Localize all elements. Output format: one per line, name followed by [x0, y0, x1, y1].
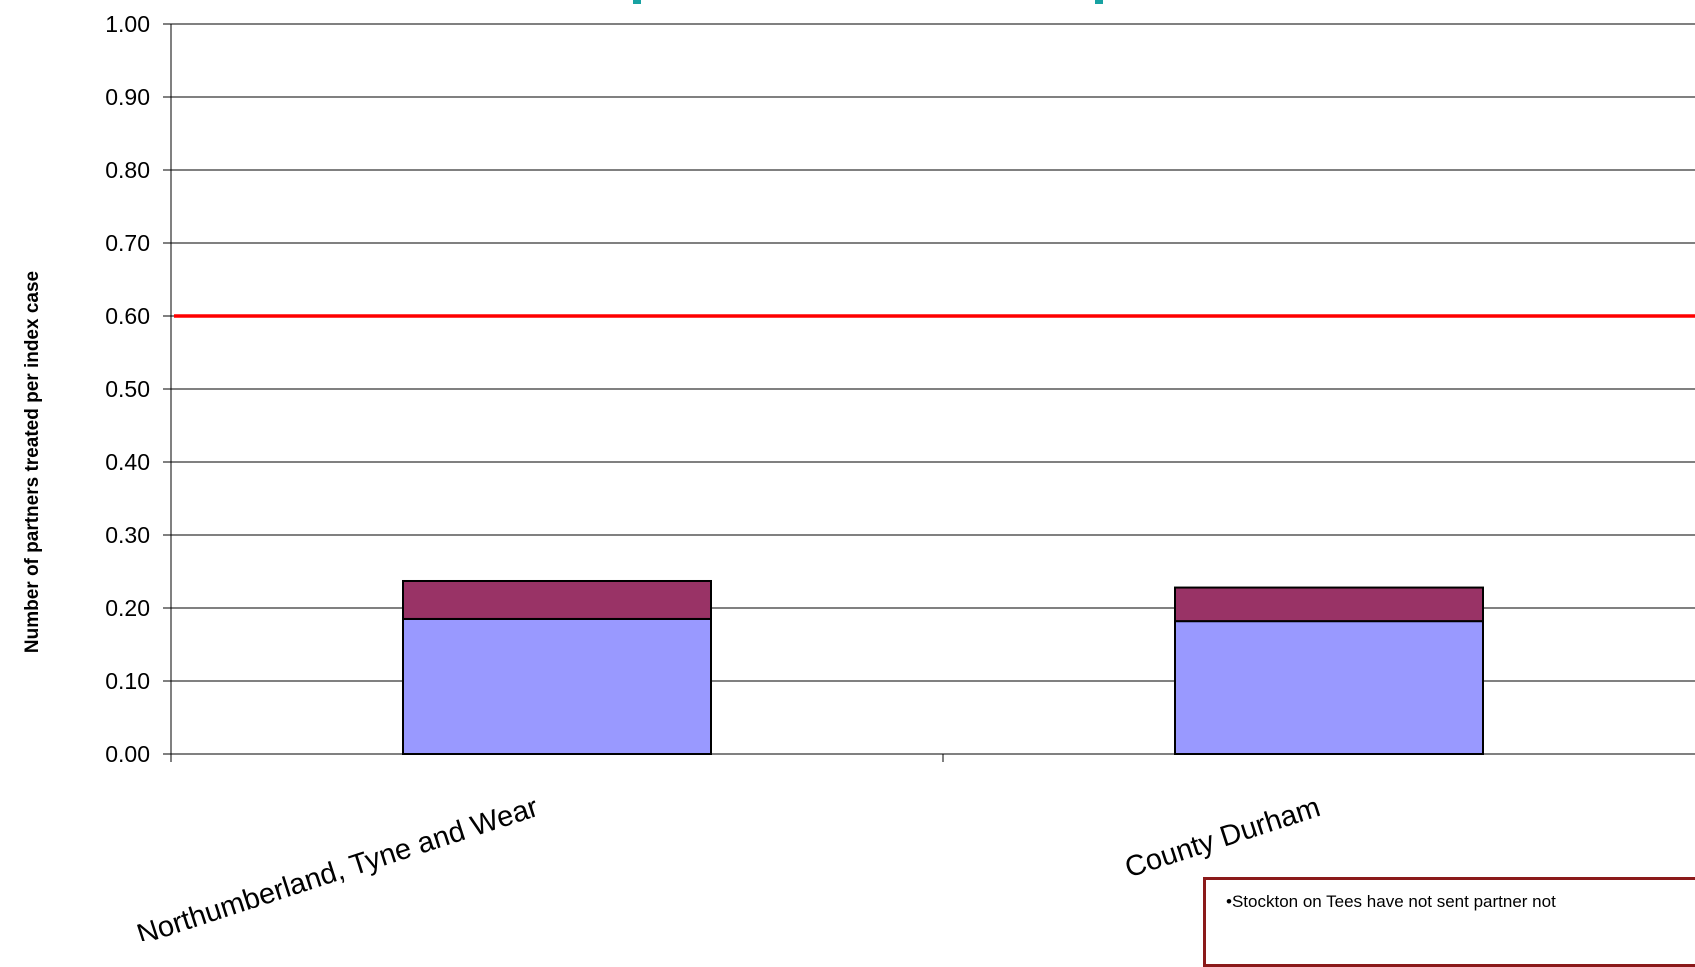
- y-axis-label: Number of partners treated per index cas…: [22, 271, 43, 653]
- y-tick-label: 0.20: [105, 595, 150, 621]
- y-tick-label: 0.90: [105, 84, 150, 110]
- x-tick-label: Northumberland, Tyne and Wear: [133, 791, 542, 941]
- y-tick-label: 0.70: [105, 230, 150, 256]
- y-tick-label: 0.40: [105, 449, 150, 475]
- y-tick-label: 0.50: [105, 376, 150, 402]
- x-tick-label: County Durham: [1121, 791, 1324, 884]
- y-tick-label: 1.00: [105, 11, 150, 37]
- axes: [163, 23, 1695, 762]
- note-box: •Stockton on Tees have not sent partner …: [1203, 877, 1695, 967]
- x-tick-labels: Northumberland, Tyne and Wear County Durh…: [133, 791, 1324, 941]
- bars: [402, 579, 1484, 756]
- title-fragment: [1095, 0, 1103, 4]
- bar-segment: [1174, 620, 1484, 756]
- chart-title-fragment: [633, 0, 1103, 4]
- y-tick-label: 0.60: [105, 303, 150, 329]
- bar-segment: [402, 617, 712, 756]
- y-tick-labels: 0.00 0.10 0.20 0.30 0.40 0.50 0.60 0.70 0.80 0.90…: [105, 11, 150, 767]
- y-tick-label: 0.00: [105, 741, 150, 767]
- bar-segment: [402, 579, 712, 620]
- title-fragment: [633, 0, 641, 4]
- y-tick-label: 0.80: [105, 157, 150, 183]
- bar-segment: [1174, 586, 1484, 623]
- note-text: •Stockton on Tees have not sent partner …: [1226, 892, 1556, 911]
- chart: 0.00 0.10 0.20 0.30 0.40 0.50 0.60 0.70 0.80 0.90…: [22, 0, 1695, 941]
- y-tick-label: 0.30: [105, 522, 150, 548]
- y-tick-label: 0.10: [105, 668, 150, 694]
